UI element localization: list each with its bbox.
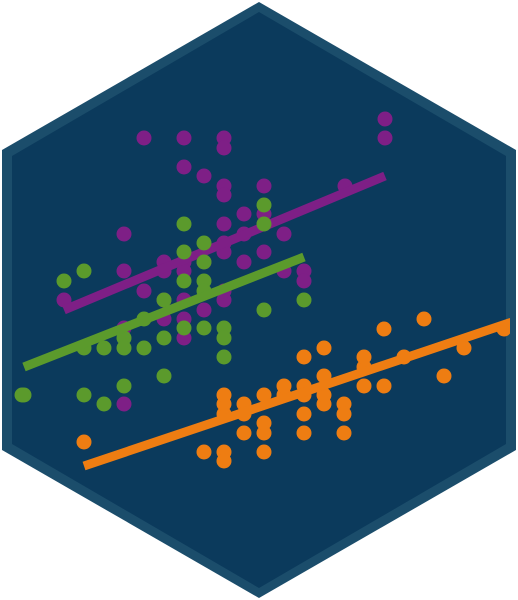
point-green-29 [96, 396, 112, 412]
point-green-30 [116, 378, 132, 394]
point-purple-7 [196, 168, 212, 184]
point-purple-10 [256, 178, 272, 194]
point-green-14 [96, 340, 112, 356]
point-green-2 [176, 216, 192, 232]
point-purple-26 [236, 254, 252, 270]
point-green-31 [14, 387, 30, 403]
point-green-25 [296, 292, 312, 308]
point-orange-15 [276, 378, 292, 394]
point-orange-13 [256, 387, 272, 403]
point-orange-25 [356, 378, 372, 394]
point-green-5 [196, 254, 212, 270]
point-orange-27 [356, 349, 372, 365]
point-orange-24 [336, 425, 352, 441]
point-orange-31 [416, 311, 432, 327]
trendline-green [22, 252, 306, 372]
point-purple-30 [296, 273, 312, 289]
point-purple-27 [256, 244, 272, 260]
point-orange-29 [376, 321, 392, 337]
point-green-3 [196, 235, 212, 251]
point-green-28 [76, 387, 92, 403]
point-purple-18 [116, 226, 132, 242]
point-orange-35 [296, 349, 312, 365]
point-orange-0 [76, 434, 92, 450]
point-green-19 [176, 320, 192, 336]
point-green-23 [216, 349, 232, 365]
point-purple-19 [116, 263, 132, 279]
point-purple-3 [216, 140, 232, 156]
point-green-16 [116, 340, 132, 356]
point-green-11 [156, 292, 172, 308]
point-green-4 [176, 244, 192, 260]
point-green-18 [156, 330, 172, 346]
point-orange-4 [256, 444, 272, 460]
point-purple-4 [377, 111, 393, 127]
trendline-purple [62, 171, 387, 315]
point-purple-11 [236, 206, 252, 222]
point-green-8 [176, 273, 192, 289]
point-green-17 [136, 340, 152, 356]
series-orange [76, 311, 510, 471]
point-orange-33 [456, 340, 472, 356]
point-purple-12 [216, 216, 232, 232]
trendline-orange [82, 315, 510, 471]
point-orange-10 [216, 387, 232, 403]
point-orange-36 [316, 340, 332, 356]
point-green-26 [256, 302, 272, 318]
point-green-1 [76, 263, 92, 279]
series-green [14, 197, 312, 412]
point-orange-18 [296, 425, 312, 441]
point-purple-6 [176, 159, 192, 175]
point-green-20 [196, 320, 212, 336]
point-green-6 [256, 197, 272, 213]
point-purple-42 [116, 396, 132, 412]
point-green-24 [156, 368, 172, 384]
point-green-22 [216, 330, 232, 346]
point-orange-32 [436, 368, 452, 384]
point-purple-32 [136, 283, 152, 299]
scatter-plot [14, 111, 510, 471]
point-green-7 [256, 216, 272, 232]
point-orange-7 [256, 415, 272, 431]
point-orange-17 [296, 406, 312, 422]
point-purple-0 [136, 130, 152, 146]
point-orange-3 [216, 453, 232, 469]
point-purple-1 [176, 130, 192, 146]
point-purple-35 [196, 302, 212, 318]
point-orange-5 [236, 425, 252, 441]
point-orange-28 [376, 378, 392, 394]
point-purple-5 [377, 130, 393, 146]
point-green-0 [56, 273, 72, 289]
point-purple-9 [216, 187, 232, 203]
point-orange-23 [336, 406, 352, 422]
point-purple-17 [276, 226, 292, 242]
point-orange-1 [196, 444, 212, 460]
